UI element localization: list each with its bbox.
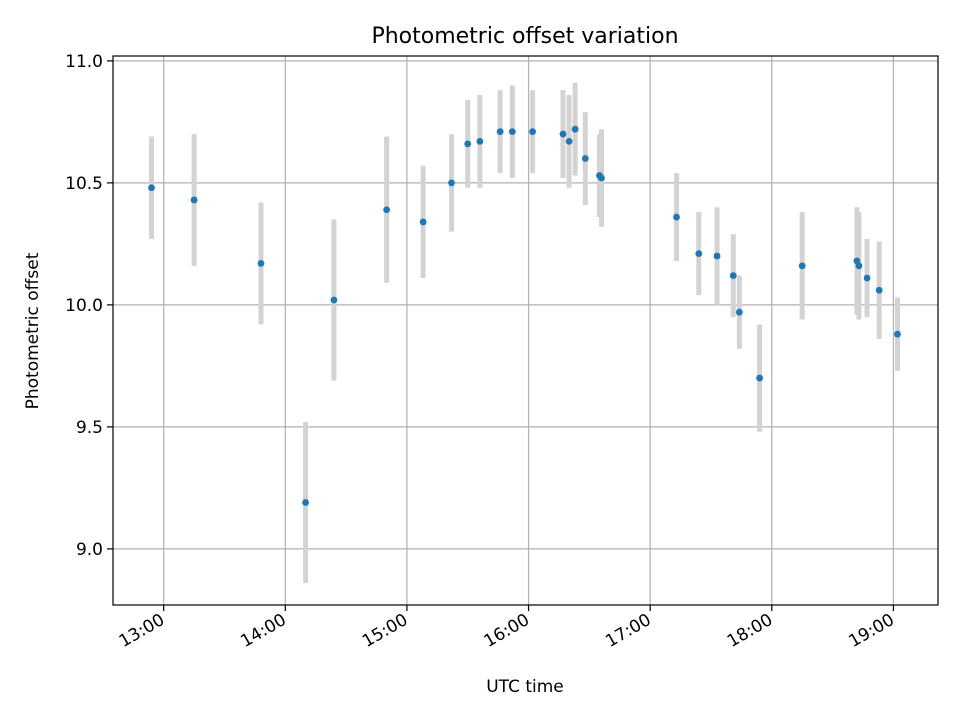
error-bars <box>149 82 900 584</box>
data-point <box>257 260 265 267</box>
data-point <box>756 374 764 382</box>
x-tick-label: 18:00 <box>724 610 776 652</box>
data-point <box>496 128 504 136</box>
y-tick-label: 10.0 <box>65 296 103 316</box>
data-point <box>581 155 589 162</box>
plot-frame <box>112 55 939 606</box>
y-tick-label: 9.0 <box>76 540 103 560</box>
x-axis-label: UTC time <box>486 677 564 697</box>
x-tick-label: 15:00 <box>359 610 411 652</box>
data-point <box>673 213 680 221</box>
y-tick-label: 9.5 <box>76 418 103 438</box>
data-point <box>713 252 721 260</box>
data-point <box>855 262 863 270</box>
grid-lines <box>113 56 938 605</box>
x-tick-label: 17:00 <box>602 610 654 652</box>
data-point <box>476 138 484 145</box>
data-point <box>894 330 901 338</box>
data-point <box>565 138 573 145</box>
x-tick-label: 19:00 <box>845 610 897 652</box>
data-point <box>302 499 309 506</box>
data-point <box>798 262 806 270</box>
data-point <box>190 196 198 204</box>
data-point <box>464 140 472 148</box>
x-tick-label: 13:00 <box>116 610 168 652</box>
x-tick-label: 14:00 <box>237 610 289 652</box>
data-point <box>875 286 883 294</box>
data-point <box>695 250 703 258</box>
data-point <box>559 130 567 138</box>
data-point <box>571 125 579 133</box>
data-point <box>735 308 743 316</box>
data-point <box>729 272 737 279</box>
data-points <box>148 125 901 506</box>
data-point <box>598 174 605 182</box>
y-axis-label: Photometric offset <box>23 252 43 409</box>
y-tick-label: 10.5 <box>65 174 103 194</box>
x-tick-label: 16:00 <box>481 610 533 652</box>
data-point <box>383 206 391 214</box>
data-point <box>148 184 155 192</box>
data-point <box>419 218 427 226</box>
data-point <box>508 128 516 136</box>
data-point <box>529 128 536 136</box>
data-point <box>330 296 338 304</box>
data-point <box>448 179 455 187</box>
data-point <box>863 274 871 282</box>
chart-title: Photometric offset variation <box>371 24 678 49</box>
y-tick-label: 11.0 <box>65 52 103 72</box>
